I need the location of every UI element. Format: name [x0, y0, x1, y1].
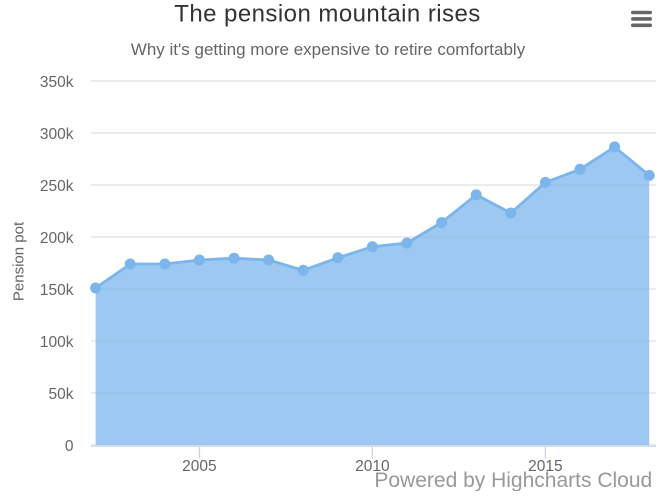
svg-text:200k: 200k	[40, 230, 74, 247]
svg-text:2005: 2005	[182, 458, 216, 475]
svg-text:2010: 2010	[355, 458, 390, 475]
svg-text:Powered by Highcharts Cloud: Powered by Highcharts Cloud	[374, 469, 652, 491]
svg-text:100k: 100k	[40, 334, 74, 351]
svg-text:350k: 350k	[40, 74, 74, 91]
svg-text:2015: 2015	[528, 458, 562, 475]
svg-text:300k: 300k	[40, 126, 74, 143]
svg-text:Why it's getting more expensiv: Why it's getting more expensive to retir…	[131, 40, 526, 59]
svg-text:50k: 50k	[49, 386, 74, 403]
svg-text:250k: 250k	[40, 178, 74, 195]
svg-text:Pension pot: Pension pot	[10, 221, 27, 301]
svg-text:0: 0	[65, 438, 74, 455]
svg-text:150k: 150k	[40, 282, 74, 299]
svg-text:The pension mountain rises: The pension mountain rises	[174, 1, 481, 28]
